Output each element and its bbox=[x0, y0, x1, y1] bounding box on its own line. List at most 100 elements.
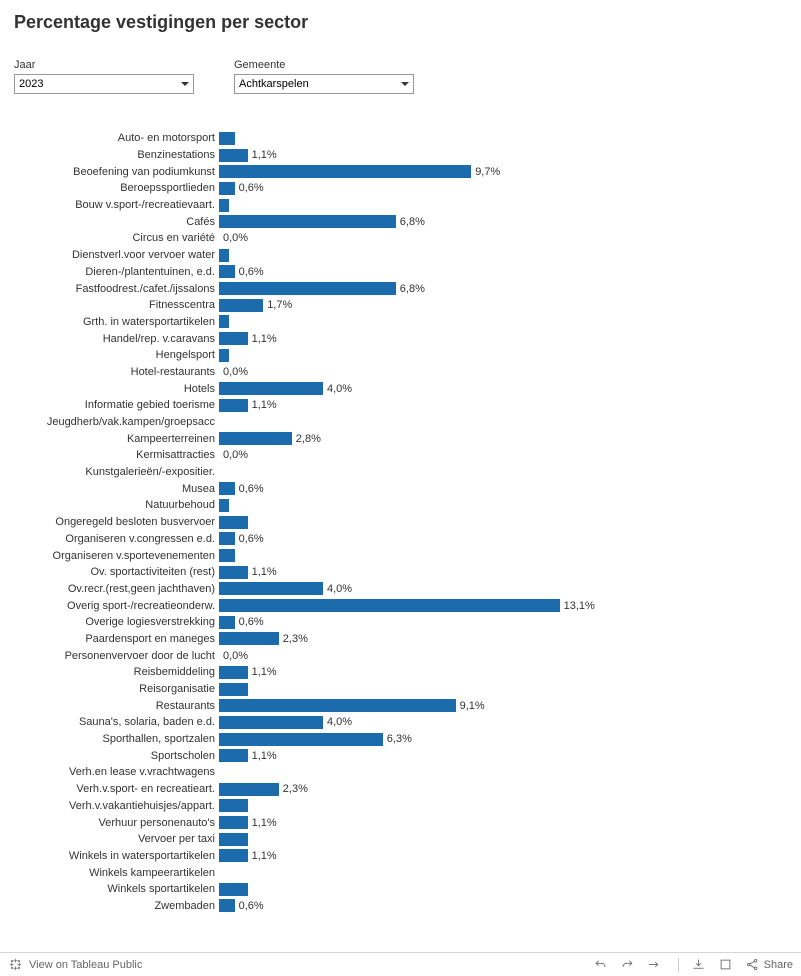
bar[interactable] bbox=[219, 215, 396, 228]
row-bar-cell: 0,6% bbox=[219, 531, 787, 548]
bar[interactable] bbox=[219, 549, 235, 562]
row-label: Personenvervoer door de lucht bbox=[14, 650, 219, 662]
view-on-tableau-link[interactable]: View on Tableau Public bbox=[8, 957, 142, 972]
bar[interactable] bbox=[219, 482, 235, 495]
chart-row: Personenvervoer door de lucht0,0% bbox=[14, 647, 787, 664]
row-bar-cell: 1,1% bbox=[219, 747, 787, 764]
bar[interactable] bbox=[219, 816, 248, 829]
bar[interactable] bbox=[219, 249, 229, 262]
row-bar-cell bbox=[219, 414, 787, 431]
download-button[interactable] bbox=[691, 957, 706, 972]
row-bar-cell: 6,8% bbox=[219, 213, 787, 230]
value-label: 0,6% bbox=[239, 483, 264, 495]
chart-row: Hotels4,0% bbox=[14, 380, 787, 397]
undo-button[interactable] bbox=[593, 957, 608, 972]
bar[interactable] bbox=[219, 883, 248, 896]
bar[interactable] bbox=[219, 733, 383, 746]
row-bar-cell: 9,7% bbox=[219, 163, 787, 180]
row-bar-cell: 4,0% bbox=[219, 380, 787, 397]
redo-button[interactable] bbox=[620, 957, 635, 972]
bar[interactable] bbox=[219, 349, 229, 362]
bar[interactable] bbox=[219, 332, 248, 345]
chart-row: Ov. sportactiviteiten (rest)1,1% bbox=[14, 564, 787, 581]
row-bar-cell: 2,3% bbox=[219, 781, 787, 798]
row-bar-cell: 6,8% bbox=[219, 280, 787, 297]
filter-gemeente: Gemeente Achtkarspelen bbox=[234, 59, 414, 94]
chart-row: Beoefening van podiumkunst9,7% bbox=[14, 163, 787, 180]
dropdown-gemeente-value: Achtkarspelen bbox=[239, 78, 309, 90]
filter-jaar-label: Jaar bbox=[14, 59, 194, 71]
value-label: 1,1% bbox=[252, 149, 277, 161]
share-button[interactable]: Share bbox=[745, 957, 793, 972]
reset-button[interactable] bbox=[647, 957, 666, 972]
row-label: Jeugdherb/vak.kampen/groepsacc bbox=[14, 416, 219, 428]
value-label: 0,0% bbox=[223, 449, 248, 461]
chart-row: Reisorganisatie bbox=[14, 681, 787, 698]
bar[interactable] bbox=[219, 182, 235, 195]
bar[interactable] bbox=[219, 532, 235, 545]
bar[interactable] bbox=[219, 849, 248, 862]
chart-row: Fastfoodrest./cafet./ijssalons6,8% bbox=[14, 280, 787, 297]
row-label: Benzinestations bbox=[14, 149, 219, 161]
bar[interactable] bbox=[219, 716, 323, 729]
chart-row: Sauna's, solaria, baden e.d.4,0% bbox=[14, 714, 787, 731]
bar[interactable] bbox=[219, 199, 229, 212]
bar[interactable] bbox=[219, 315, 229, 328]
filter-gemeente-label: Gemeente bbox=[234, 59, 414, 71]
row-label: Cafés bbox=[14, 216, 219, 228]
row-label: Dieren-/plantentuinen, e.d. bbox=[14, 266, 219, 278]
bar[interactable] bbox=[219, 632, 279, 645]
row-bar-cell: 1,7% bbox=[219, 297, 787, 314]
bar[interactable] bbox=[219, 783, 279, 796]
bar[interactable] bbox=[219, 666, 248, 679]
row-label: Circus en variété bbox=[14, 232, 219, 244]
row-label: Sportscholen bbox=[14, 750, 219, 762]
fullscreen-icon bbox=[718, 957, 733, 972]
bar[interactable] bbox=[219, 799, 248, 812]
bar[interactable] bbox=[219, 149, 248, 162]
row-bar-cell bbox=[219, 130, 787, 147]
chart-row: Auto- en motorsport bbox=[14, 130, 787, 147]
bar[interactable] bbox=[219, 683, 248, 696]
download-icon bbox=[691, 957, 706, 972]
bar[interactable] bbox=[219, 282, 396, 295]
bar[interactable] bbox=[219, 299, 263, 312]
row-label: Ov. sportactiviteiten (rest) bbox=[14, 566, 219, 578]
row-label: Bouw v.sport-/recreatievaart. bbox=[14, 199, 219, 211]
chevron-down-icon bbox=[181, 82, 189, 86]
row-label: Verh.v.sport- en recreatieart. bbox=[14, 783, 219, 795]
row-label: Hengelsport bbox=[14, 349, 219, 361]
chart-row: Verh.v.sport- en recreatieart.2,3% bbox=[14, 781, 787, 798]
row-bar-cell: 0,0% bbox=[219, 647, 787, 664]
bar[interactable] bbox=[219, 833, 248, 846]
bar[interactable] bbox=[219, 582, 323, 595]
bar[interactable] bbox=[219, 399, 248, 412]
value-label: 2,8% bbox=[296, 433, 321, 445]
value-label: 1,1% bbox=[252, 850, 277, 862]
dropdown-jaar[interactable]: 2023 bbox=[14, 74, 194, 94]
chart-row: Circus en variété0,0% bbox=[14, 230, 787, 247]
bar[interactable] bbox=[219, 566, 248, 579]
bar[interactable] bbox=[219, 699, 456, 712]
bar[interactable] bbox=[219, 432, 292, 445]
bar[interactable] bbox=[219, 265, 235, 278]
fullscreen-button[interactable] bbox=[718, 957, 733, 972]
row-bar-cell bbox=[219, 497, 787, 514]
value-label: 1,1% bbox=[252, 750, 277, 762]
bar[interactable] bbox=[219, 165, 471, 178]
bar[interactable] bbox=[219, 616, 235, 629]
bar[interactable] bbox=[219, 499, 229, 512]
value-label: 4,0% bbox=[327, 716, 352, 728]
chart-row: Winkels in watersportartikelen1,1% bbox=[14, 848, 787, 865]
bar[interactable] bbox=[219, 599, 560, 612]
row-label: Verhuur personenauto's bbox=[14, 817, 219, 829]
dropdown-gemeente[interactable]: Achtkarspelen bbox=[234, 74, 414, 94]
bar[interactable] bbox=[219, 132, 235, 145]
bar[interactable] bbox=[219, 516, 248, 529]
bar[interactable] bbox=[219, 749, 248, 762]
bar[interactable] bbox=[219, 899, 235, 912]
reset-icon bbox=[647, 957, 662, 972]
chart-row: Hotel-restaurants0,0% bbox=[14, 364, 787, 381]
value-label: 6,3% bbox=[387, 733, 412, 745]
bar[interactable] bbox=[219, 382, 323, 395]
